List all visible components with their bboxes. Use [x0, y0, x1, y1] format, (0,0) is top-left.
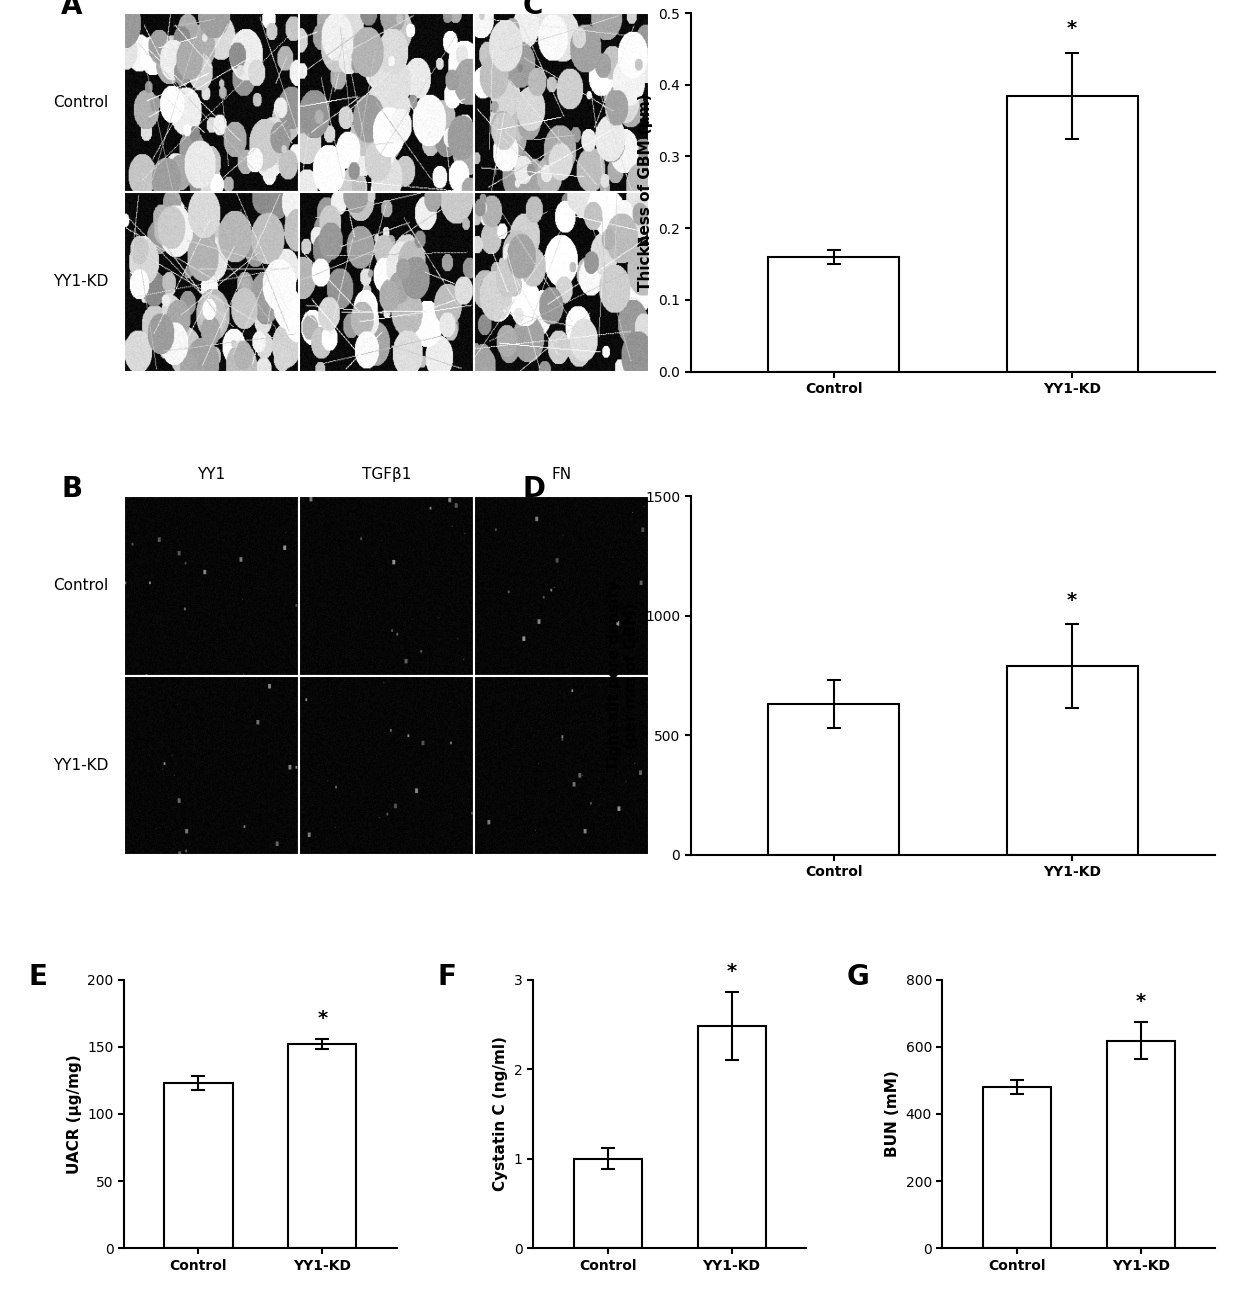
Text: G: G [847, 963, 869, 991]
Bar [1007, 666, 1138, 854]
Bar [697, 1026, 765, 1248]
Text: E: E [29, 963, 47, 991]
Text: Control: Control [53, 578, 108, 594]
Text: YY1: YY1 [197, 466, 226, 482]
Text: D: D [523, 474, 546, 503]
Text: *: * [727, 962, 737, 982]
Text: *: * [1068, 591, 1078, 610]
Y-axis label: Cystatin C (ng/ml): Cystatin C (ng/ml) [494, 1037, 508, 1192]
Text: TGFβ1: TGFβ1 [362, 466, 410, 482]
Bar [768, 704, 899, 854]
Y-axis label: BUN (mM): BUN (mM) [885, 1071, 900, 1158]
Bar [1007, 96, 1138, 372]
Text: *: * [1136, 992, 1146, 1012]
Text: *: * [317, 1009, 327, 1028]
Text: Control: Control [53, 95, 108, 110]
Bar [164, 1083, 233, 1248]
Y-axis label: Thickness of GBM (μm): Thickness of GBM (μm) [637, 93, 652, 292]
Text: YY1-KD: YY1-KD [53, 275, 108, 289]
Y-axis label: Tight-slit pore density
(per mm of GBM): Tight-slit pore density (per mm of GBM) [608, 581, 640, 771]
Bar [288, 1045, 357, 1248]
Bar [573, 1159, 642, 1248]
Text: C: C [523, 0, 543, 20]
Text: A: A [61, 0, 83, 20]
Text: YY1-KD: YY1-KD [53, 758, 108, 773]
Bar [768, 256, 899, 372]
Bar [982, 1087, 1050, 1248]
Text: F: F [438, 963, 456, 991]
Text: FN: FN [551, 466, 572, 482]
Bar [1107, 1041, 1176, 1248]
Text: *: * [1068, 20, 1078, 38]
Text: B: B [61, 474, 82, 503]
Y-axis label: UACR (μg/mg): UACR (μg/mg) [67, 1054, 82, 1173]
